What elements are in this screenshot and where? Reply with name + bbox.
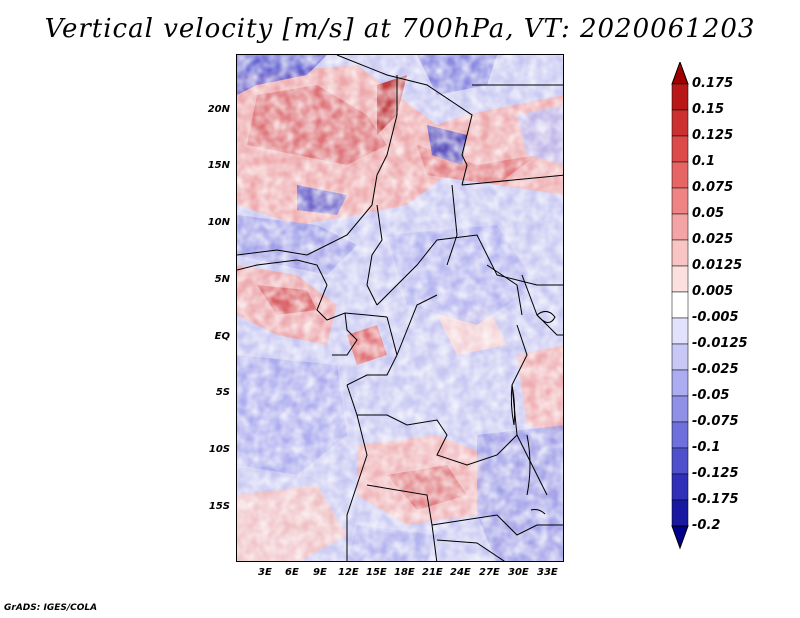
colorbar-segment [671,187,689,215]
lon-label-18e: 18E [394,567,415,578]
vertical-velocity-field [237,55,563,561]
colorbar-tick-label: -0.175 [692,492,739,507]
colorbar-segment [671,83,689,111]
colorbar-tick-label: 0.1 [692,154,716,169]
colorbar-segment [671,473,689,501]
colorbar-tick-label: -0.2 [692,518,721,533]
lon-label-21e: 21E [422,567,443,578]
lon-label-3e: 3E [258,567,272,578]
lakes [510,311,556,515]
lon-label-12e: 12E [338,567,359,578]
colorbar-tick-label: -0.075 [692,414,739,429]
lon-label-27e: 27E [479,567,500,578]
colorbar-segment [671,239,689,267]
colorbar-segment [671,343,689,371]
colorbar-segment [671,499,689,527]
lon-label-6e: 6E [285,567,299,578]
colorbar-segment [671,161,689,189]
lon-label-30e: 30E [508,567,529,578]
colorbar-tick-label: 0.05 [692,206,725,221]
colorbar-tick-label: 0.005 [692,284,734,299]
colorbar-segment [671,317,689,345]
colorbar-segment [671,369,689,397]
lat-label-15n: 15N [207,160,230,171]
colorbar-segment [671,421,689,449]
colorbar-tick-label: -0.05 [692,388,730,403]
map-panel [236,54,564,562]
lat-label-eq: EQ [214,331,230,342]
lon-label-33e: 33E [537,567,558,578]
map-title: Vertical velocity [m/s] at 700hPa, VT: 2… [44,14,756,44]
lon-label-24e: 24E [450,567,471,578]
colorbar-segment [671,213,689,241]
grads-credit: GrADS: IGES/COLA [4,603,98,613]
colorbar [671,62,689,550]
colorbar-segment [671,135,689,163]
lon-label-9e: 9E [313,567,327,578]
colorbar-tick-label: 0.075 [692,180,734,195]
colorbar-segment [671,265,689,293]
colorbar-tick-label: -0.005 [692,310,739,325]
colorbar-tick-label: 0.15 [692,102,725,117]
colorbar-tick-label: 0.0125 [692,258,743,273]
colorbar-tick-label: 0.025 [692,232,734,247]
colorbar-tick-label: -0.1 [692,440,721,455]
colorbar-tick-label: -0.025 [692,362,739,377]
colorbar-segment [671,109,689,137]
colorbar-cap-top [671,62,689,85]
lat-label-10n: 10N [207,217,230,228]
colorbar-segment [671,291,689,319]
colorbar-cap-bottom [671,525,689,550]
colorbar-segment [671,395,689,423]
colorbar-tick-label: 0.125 [692,128,734,143]
lat-label-10s: 10S [208,444,230,455]
colorbar-tick-label: 0.175 [692,76,734,91]
lat-label-15s: 15S [208,501,230,512]
lon-label-15e: 15E [366,567,387,578]
lat-label-5n: 5N [214,274,230,285]
lat-label-5s: 5S [215,387,230,398]
colorbar-segment [671,447,689,475]
colorbar-tick-label: -0.125 [692,466,739,481]
lat-label-20n: 20N [207,104,230,115]
colorbar-tick-label: -0.0125 [692,336,748,351]
